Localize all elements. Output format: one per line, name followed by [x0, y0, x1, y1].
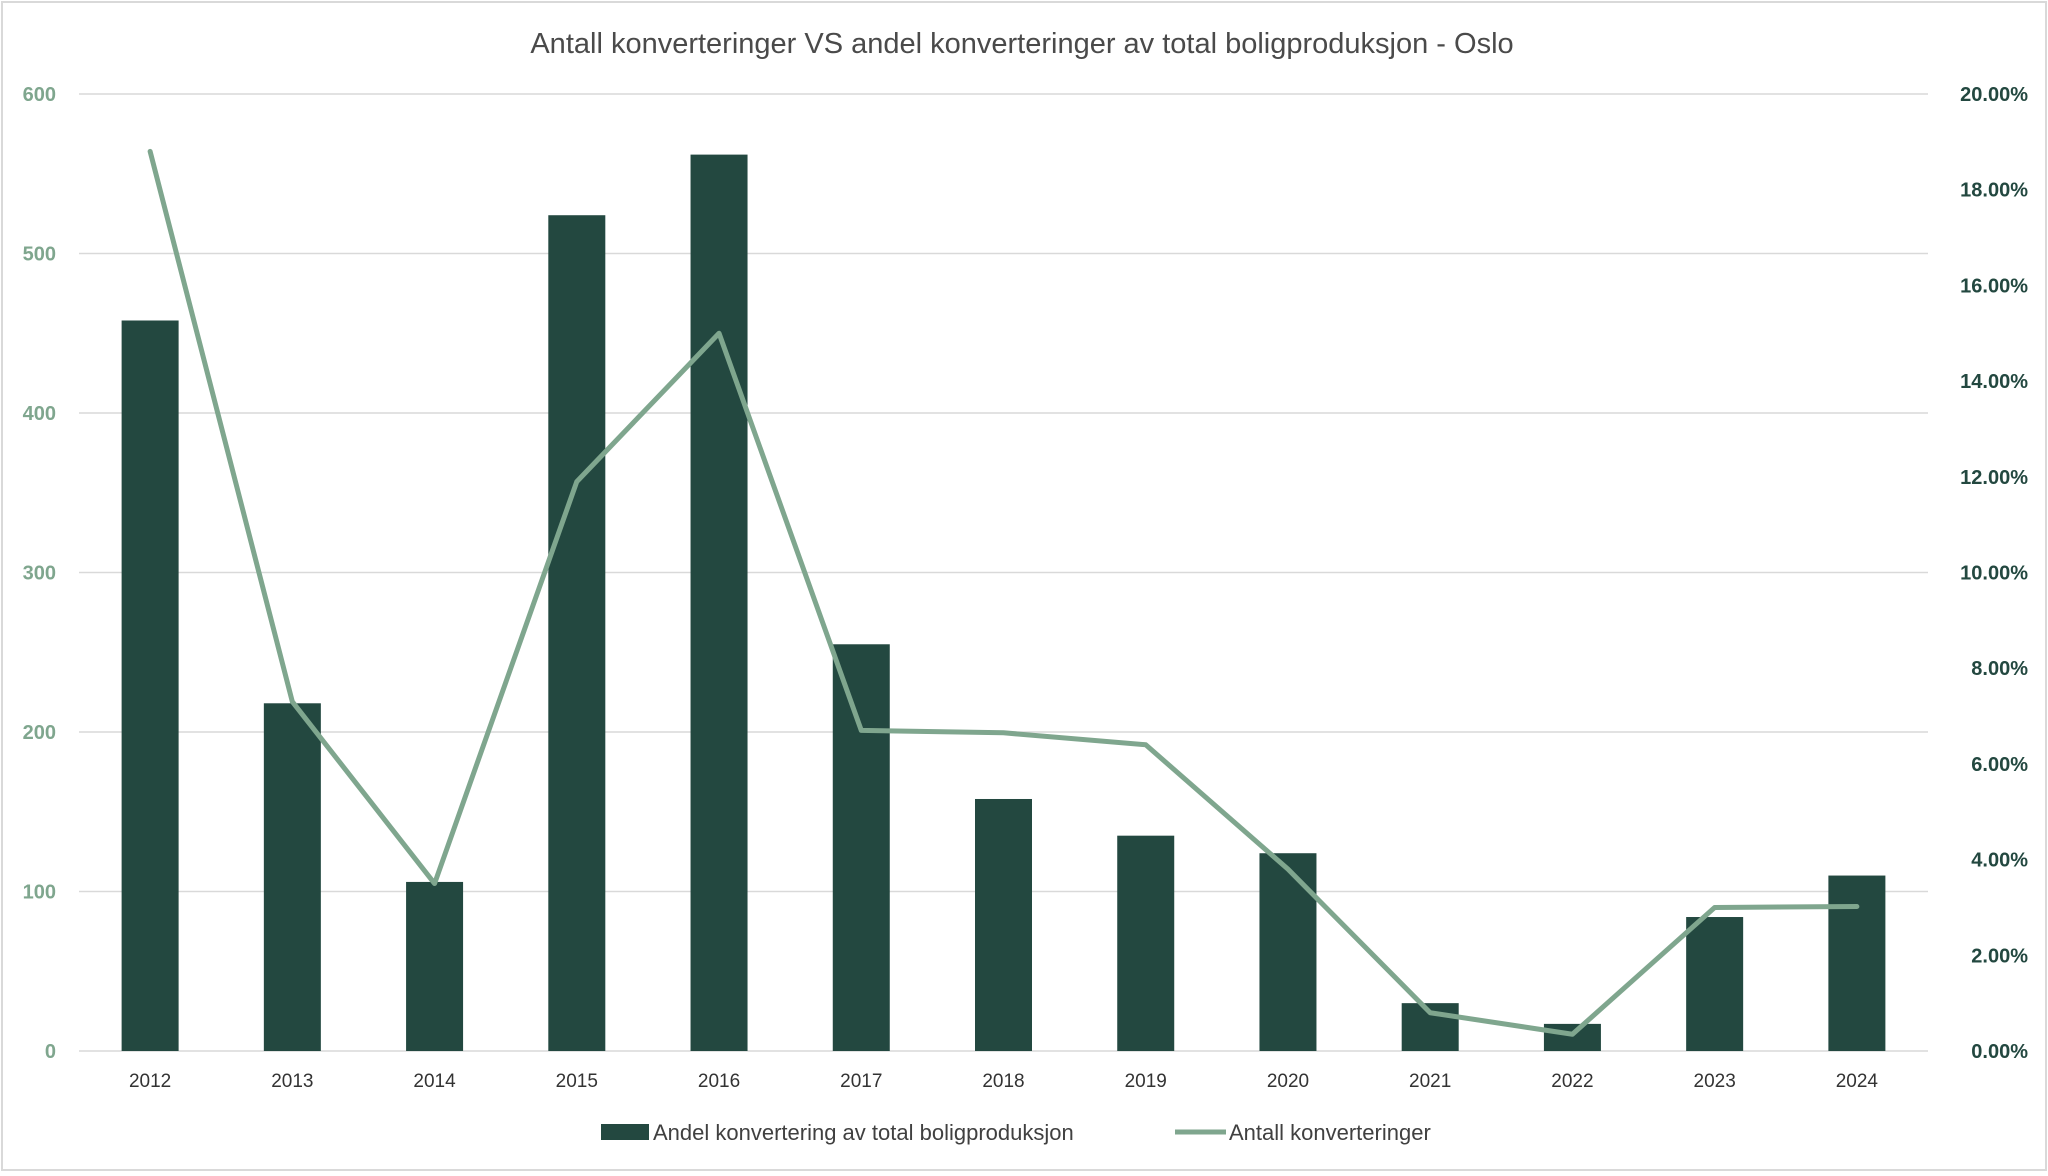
right-tick-label: 10.00%: [1960, 563, 2028, 585]
legend: Andel konvertering av total boligproduks…: [601, 1120, 1431, 1145]
bar-2024: [1828, 875, 1886, 1051]
left-tick-label: 400: [23, 403, 56, 425]
x-tick-label: 2021: [1409, 1071, 1451, 1092]
chart-title: Antall konverteringer VS andel konverter…: [530, 28, 1513, 60]
left-tick-label: 0: [45, 1041, 56, 1063]
right-tick-label: 8.00%: [1971, 658, 2028, 680]
right-tick-label: 2.00%: [1971, 945, 2028, 967]
legend-label-line: Antall konverteringer: [1229, 1120, 1431, 1145]
bar-2019: [1117, 835, 1175, 1051]
x-tick-label: 2018: [982, 1071, 1024, 1092]
right-tick-label: 6.00%: [1971, 754, 2028, 776]
x-tick-label: 2014: [413, 1071, 456, 1092]
x-tick-label: 2022: [1551, 1071, 1593, 1092]
x-tick-label: 2019: [1125, 1071, 1167, 1092]
left-tick-label: 200: [23, 722, 56, 744]
right-tick-label: 12.00%: [1960, 467, 2028, 489]
x-tick-label: 2017: [840, 1071, 882, 1092]
bar-2018: [975, 798, 1032, 1051]
x-tick-label: 2012: [129, 1071, 171, 1092]
right-tick-label: 0.00%: [1971, 1041, 2028, 1063]
left-tick-label: 600: [23, 84, 56, 106]
left-tick-label: 500: [23, 244, 56, 266]
bar-2013: [263, 703, 321, 1051]
legend-swatch-bars: [601, 1124, 649, 1140]
bar-2016: [690, 154, 748, 1052]
x-tick-label: 2020: [1267, 1071, 1309, 1092]
x-tick-label: 2013: [271, 1071, 313, 1092]
left-tick-label: 300: [23, 563, 56, 585]
x-tick-label: 2015: [556, 1071, 598, 1092]
bar-2020: [1259, 853, 1317, 1051]
bar-2023: [1686, 917, 1744, 1051]
right-tick-label: 16.00%: [1960, 275, 2028, 297]
bar-2015: [548, 215, 606, 1052]
legend-label-bars: Andel konvertering av total boligproduks…: [653, 1120, 1074, 1145]
bar-2022: [1543, 1023, 1601, 1051]
bar-2017: [832, 644, 890, 1051]
right-tick-label: 14.00%: [1960, 371, 2028, 393]
right-tick-label: 18.00%: [1960, 180, 2028, 202]
x-tick-label: 2024: [1836, 1071, 1879, 1092]
x-tick-label: 2016: [698, 1071, 740, 1092]
x-tick-label: 2023: [1694, 1071, 1736, 1092]
right-tick-label: 20.00%: [1960, 84, 2028, 106]
left-tick-label: 100: [23, 882, 56, 904]
bar-2012: [121, 320, 179, 1051]
right-tick-label: 4.00%: [1971, 850, 2028, 872]
bar-2014: [406, 881, 464, 1051]
